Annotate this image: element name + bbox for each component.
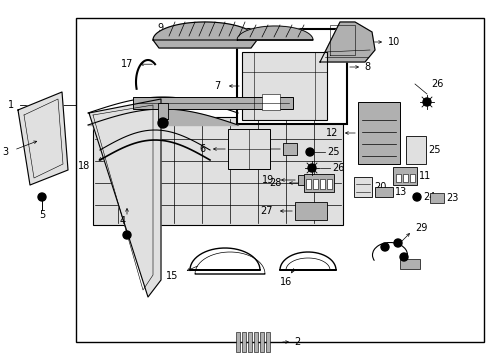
Polygon shape [319,22,374,62]
Bar [374,187,392,197]
Bar [326,179,331,189]
Circle shape [38,193,46,201]
Bar [227,129,269,169]
Circle shape [307,164,315,172]
Text: 18: 18 [78,161,90,171]
Text: 20: 20 [373,182,386,192]
Text: 4: 4 [120,216,126,226]
Text: 17: 17 [121,59,133,69]
Circle shape [158,118,168,128]
Bar [93,117,342,225]
Text: 7: 7 [213,81,220,91]
Text: 29: 29 [414,223,427,233]
Text: 11: 11 [418,171,430,181]
Text: 5: 5 [39,210,45,220]
Bar [253,332,258,352]
Bar [409,174,414,182]
Bar [305,179,310,189]
Bar [260,332,264,352]
Bar [402,174,407,182]
Bar [283,143,296,155]
Text: 25: 25 [427,145,440,155]
Circle shape [123,231,131,239]
Bar [319,179,325,189]
Polygon shape [237,26,312,40]
Text: 9: 9 [157,23,163,33]
Bar [265,332,269,352]
Text: 12: 12 [325,128,337,138]
Bar [242,332,245,352]
Polygon shape [89,99,161,297]
Text: 28: 28 [269,178,282,188]
Circle shape [422,98,430,106]
Bar [353,177,371,197]
Text: 16: 16 [279,277,291,287]
Bar [357,102,399,164]
Bar [392,167,416,185]
Text: 19: 19 [261,175,273,185]
Text: 25: 25 [326,147,339,157]
Bar [247,332,251,352]
Bar [304,174,333,192]
Text: 10: 10 [387,37,400,47]
Text: 26: 26 [331,163,344,173]
Circle shape [412,193,420,201]
Bar [133,97,292,109]
Text: 1: 1 [8,100,14,110]
Text: 15: 15 [165,271,178,281]
Circle shape [399,253,407,261]
Text: 6: 6 [200,144,205,154]
Bar [399,259,419,269]
Polygon shape [18,92,68,185]
Bar [158,103,168,119]
Text: 26: 26 [430,79,443,89]
Bar [242,52,326,120]
Text: 3: 3 [2,147,8,157]
Text: 22: 22 [244,144,257,154]
Bar [236,332,240,352]
Circle shape [393,239,401,247]
Text: 27: 27 [260,206,272,216]
Text: 14: 14 [316,98,328,108]
Bar [237,29,346,124]
Text: 13: 13 [394,187,407,197]
Bar [76,18,483,342]
Bar [405,136,425,164]
Text: 23: 23 [445,193,457,203]
Bar [262,94,280,110]
Bar [395,174,400,182]
Polygon shape [153,22,257,48]
Text: 24: 24 [422,192,434,202]
Text: 8: 8 [363,62,369,72]
Bar [294,202,326,220]
Bar [312,179,317,189]
Bar [297,175,315,185]
Circle shape [380,243,388,251]
Text: 2: 2 [293,337,300,347]
Circle shape [305,148,313,156]
Text: 21: 21 [124,106,137,116]
Bar [429,193,443,203]
